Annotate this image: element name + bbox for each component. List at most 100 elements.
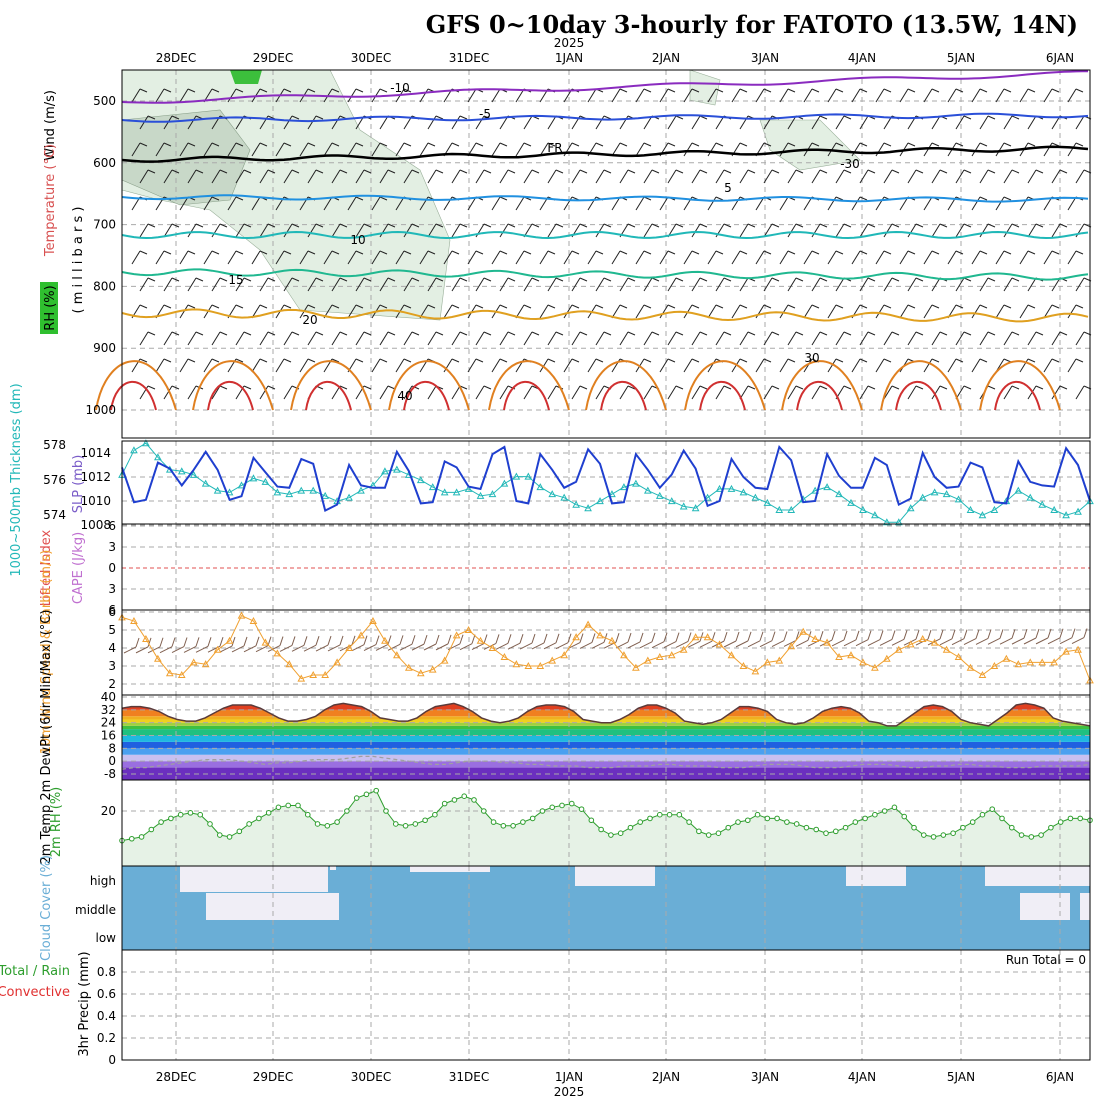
wind-barb-flag bbox=[835, 250, 844, 255]
cloud-tick-high: high bbox=[90, 874, 116, 888]
contour-label: -5 bbox=[479, 107, 491, 121]
thickness-point bbox=[859, 505, 867, 513]
wind10-speed-point bbox=[333, 658, 341, 666]
wind-barb bbox=[643, 169, 653, 184]
bottom-date-tick-label: 4JAN bbox=[848, 1070, 876, 1084]
wind-barb bbox=[259, 277, 269, 292]
rh-2m-point bbox=[432, 811, 438, 818]
wind-barb bbox=[403, 169, 413, 184]
wind10-barb bbox=[579, 641, 593, 649]
ylabel-lifted-index: Lifted Index bbox=[39, 529, 54, 606]
top-date-tick-label: 1JAN bbox=[555, 51, 583, 65]
rh-2m-point bbox=[490, 819, 497, 825]
rh-2m-tick-label: 20 bbox=[101, 804, 116, 818]
wind-barb-flag bbox=[643, 88, 652, 93]
wind-barb-flag bbox=[915, 223, 924, 228]
wind-barb-flag bbox=[355, 88, 364, 93]
temp-contour-minus5 bbox=[121, 112, 1089, 123]
wind-barb-flag bbox=[723, 331, 732, 336]
bottom-date-tick-label: 5JAN bbox=[947, 1070, 975, 1084]
temp-contour-minus10 bbox=[121, 70, 1088, 104]
wind-barb bbox=[995, 304, 1005, 319]
temp-contour-30 bbox=[290, 360, 372, 411]
rh-2m-point bbox=[246, 821, 252, 827]
wind-barb bbox=[211, 277, 221, 292]
wind-barb-flag bbox=[627, 169, 636, 174]
wind10-barb-flag bbox=[747, 631, 752, 642]
wind-barb-flag bbox=[819, 331, 828, 336]
wind-barb-flag bbox=[931, 358, 940, 363]
wind-barb-flag bbox=[147, 385, 156, 390]
wind-barb-flag bbox=[499, 304, 508, 309]
wind-barb bbox=[1075, 277, 1085, 292]
wind-barb-flag bbox=[627, 385, 636, 390]
wind-barb-flag bbox=[931, 250, 940, 255]
wind-barb bbox=[931, 385, 941, 400]
thickness-point bbox=[978, 511, 987, 519]
wind-barb bbox=[875, 250, 885, 265]
temp-contour-40 bbox=[600, 380, 647, 411]
wind-barb bbox=[907, 385, 917, 400]
rh-2m-point bbox=[334, 819, 340, 825]
wind-barb bbox=[155, 250, 165, 265]
ylabel-precip-total: Total / Rain bbox=[0, 964, 70, 979]
wind-barb-flag bbox=[843, 169, 852, 174]
wind-barb bbox=[203, 250, 213, 265]
wind-barb-flag bbox=[163, 250, 172, 255]
wind-barb-flag bbox=[427, 250, 436, 255]
rh-2m-point bbox=[559, 802, 565, 809]
precip-tick-label: 0.4 bbox=[97, 1009, 116, 1023]
rh-2m-point bbox=[383, 808, 389, 814]
wind-barb bbox=[827, 196, 837, 211]
wind-barb-flag bbox=[795, 331, 804, 336]
wind-barb-flag bbox=[835, 304, 844, 309]
wind-barb-flag bbox=[787, 250, 796, 255]
wind10-speed-point bbox=[154, 654, 162, 662]
thickness-point bbox=[273, 488, 282, 496]
wind10-barb-flag bbox=[1035, 628, 1040, 639]
wind-barb bbox=[803, 358, 813, 373]
wind10-barb-flag bbox=[663, 632, 668, 642]
wind10-barb-flag bbox=[435, 634, 440, 645]
wind-barb-flag bbox=[619, 88, 628, 93]
wind-barb bbox=[515, 250, 525, 265]
wind-barb-flag bbox=[243, 277, 252, 282]
rh-2m-point bbox=[402, 823, 409, 829]
wind-barb bbox=[707, 196, 717, 211]
wind-barb-flag bbox=[987, 331, 996, 336]
wind-barb bbox=[1051, 223, 1061, 238]
wind-barb-flag bbox=[883, 304, 892, 309]
wind-barb bbox=[1051, 277, 1061, 292]
wind-barb-flag bbox=[147, 115, 156, 120]
wind-barb-flag bbox=[171, 223, 180, 228]
wind-barb bbox=[995, 142, 1005, 157]
wind-barb bbox=[499, 223, 509, 238]
wind-barb-flag bbox=[435, 169, 444, 174]
wind-barb bbox=[427, 331, 437, 346]
wind-barb bbox=[587, 358, 597, 373]
wind-barb bbox=[571, 277, 581, 292]
rh-2m-point bbox=[705, 832, 712, 838]
wind-barb bbox=[563, 250, 573, 265]
wind-barb bbox=[835, 115, 845, 130]
wind-barb-flag bbox=[699, 331, 708, 336]
pressure-tick-label: 500 bbox=[93, 94, 116, 108]
wind-barb bbox=[379, 385, 389, 400]
wind-barb bbox=[811, 223, 821, 238]
wind10-barb-flag bbox=[159, 637, 164, 647]
wind-barb-flag bbox=[883, 250, 892, 255]
wind-barb-flag bbox=[859, 358, 868, 363]
rh-2m-point bbox=[451, 797, 458, 803]
temp-2m-tick-label: 0 bbox=[108, 754, 116, 768]
wind-barb bbox=[451, 223, 461, 238]
wind-barb bbox=[971, 142, 981, 157]
wind-barb bbox=[139, 331, 149, 346]
wind-10m-panel: 2 3 4 5 6 bbox=[108, 605, 1094, 696]
wind-barb-flag bbox=[747, 331, 756, 336]
wind-barb bbox=[1075, 331, 1085, 346]
wind-barb-flag bbox=[1075, 304, 1084, 309]
freezing-level bbox=[121, 145, 1089, 163]
wind-barb-flag bbox=[1011, 169, 1020, 174]
rh-2m-point bbox=[813, 826, 820, 833]
wind10-barb bbox=[723, 640, 737, 648]
